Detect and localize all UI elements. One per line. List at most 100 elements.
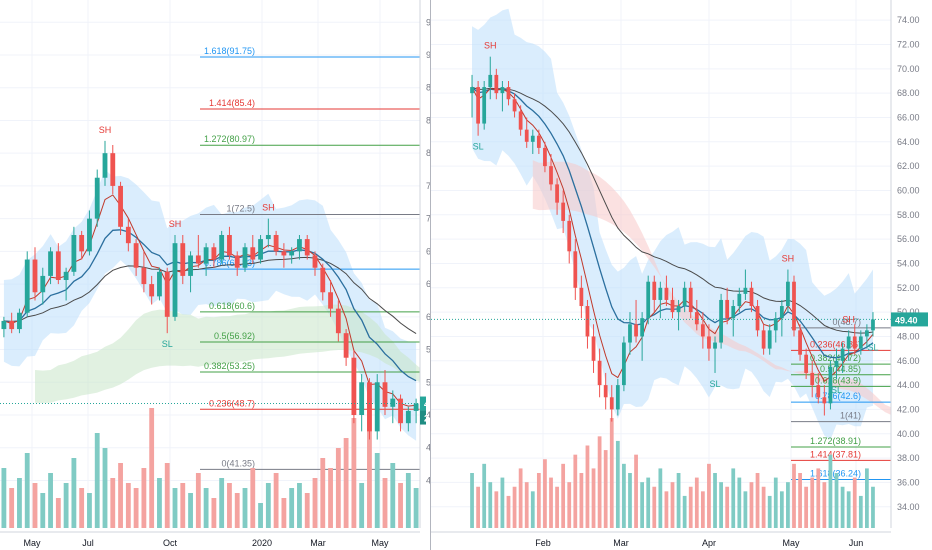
right-volume-bar <box>834 473 839 528</box>
right-candle <box>603 372 608 410</box>
right-volume-bar <box>646 477 651 528</box>
left-volume-bar <box>343 438 349 528</box>
left-candle-body <box>180 243 186 276</box>
left-candle-body <box>141 267 147 285</box>
right-volume-bar <box>494 491 499 528</box>
right-candle <box>561 190 566 234</box>
right-candle <box>779 299 784 337</box>
left-candle <box>351 349 357 424</box>
left-cloud-band <box>3 169 417 441</box>
left-candle <box>203 243 209 276</box>
right-volume-bar <box>731 468 736 528</box>
right-last-price-text: 49.40 <box>895 315 918 325</box>
right-candle-body <box>579 287 584 307</box>
pane-divider[interactable] <box>430 0 431 550</box>
right-swing-low-marker: SL <box>473 142 484 152</box>
right-candle <box>719 293 723 349</box>
right-volume-bar <box>597 436 602 528</box>
left-candle-body <box>133 243 139 268</box>
left-y-tick-label: 76.00 <box>426 181 430 191</box>
right-fib-label: 0.618(43.9) <box>815 375 861 385</box>
right-candle-body <box>676 306 681 313</box>
right-candle <box>773 312 778 343</box>
left-candles <box>1 140 419 440</box>
right-y-tick-label: 40.00 <box>897 429 920 439</box>
right-volume-bar <box>482 463 487 528</box>
left-volume-bar <box>17 478 22 528</box>
right-candle-body <box>828 366 833 404</box>
right-y-tick-label: 58.00 <box>897 210 920 220</box>
right-volume-bar <box>737 477 742 528</box>
right-volume-bar <box>664 491 669 528</box>
left-candle-body <box>413 403 419 411</box>
left-fib-label: 0.5(56.92) <box>214 331 255 341</box>
right-candle <box>804 348 809 380</box>
right-candle <box>500 80 505 112</box>
left-candle <box>195 235 201 268</box>
left-fib-levels: 1.618(91.75) 1.414(85.4) 1.272(80.97) 1(72.… <box>200 46 420 470</box>
left-volume-bar <box>24 453 30 528</box>
right-candle-body <box>549 166 553 185</box>
left-y-tick-label: 72.00 <box>426 214 430 224</box>
right-x-tick-label: Mar <box>613 538 629 548</box>
left-volume-bar <box>273 473 279 528</box>
right-volume-bar <box>561 463 566 528</box>
left-candle-body <box>125 226 131 244</box>
right-y-tick-label: 44.00 <box>897 380 920 390</box>
right-candle <box>816 372 821 404</box>
left-volume-bar <box>1 468 7 528</box>
right-swing-low-marker: SL <box>710 379 721 389</box>
right-candle-body <box>506 87 511 100</box>
right-volume-bar <box>700 491 705 528</box>
right-candle <box>615 379 620 416</box>
right-chart-svg[interactable]: 0(48.7)0.236(46.86)0.382(45.72)0.5(44.85… <box>431 0 932 550</box>
left-volume-bar <box>79 488 85 528</box>
right-candle-body <box>749 287 754 307</box>
left-ma-mid-line <box>3 229 417 382</box>
left-chart-pane[interactable]: 1.618(91.75) 1.414(85.4) 1.272(80.97) 1(72.… <box>0 0 430 550</box>
right-candle-body <box>822 397 827 404</box>
right-candle-body <box>597 360 602 386</box>
right-fib-label: 0(48.7) <box>832 317 861 327</box>
right-candle-body <box>512 99 517 112</box>
right-candle-body <box>591 336 596 361</box>
left-swing-low-marker: SL <box>162 339 173 349</box>
left-volume-bar <box>281 498 287 528</box>
right-candle-body <box>555 184 559 203</box>
left-volume-bar <box>180 483 186 528</box>
left-candle-body <box>328 292 333 309</box>
right-volume-bar <box>524 482 529 528</box>
right-chart-pane[interactable]: 0(48.7) 0.236(46.86) 0.382(45.72) 0.5(44.85… <box>431 0 932 550</box>
left-fib-label: 1.414(85.4) <box>209 98 255 108</box>
right-candle <box>567 214 572 264</box>
right-volume-bar <box>779 491 784 528</box>
left-volume-bar <box>304 493 310 528</box>
right-candle <box>840 342 845 373</box>
right-candle-body <box>615 385 620 410</box>
left-candle <box>242 243 248 272</box>
left-volume-bar <box>63 483 69 528</box>
left-ma-slow-line <box>3 256 417 335</box>
left-chart-svg[interactable]: 1.618(91.75) 1.414(85.4) 1.272(80.97) 1(72.… <box>0 0 430 550</box>
left-candle-body <box>219 235 225 260</box>
left-fib-label: 0.618(60.6) <box>209 301 255 311</box>
right-candle <box>591 324 596 373</box>
right-candle <box>834 348 839 380</box>
right-x-tick-label: Jun <box>849 538 864 548</box>
left-candle <box>188 251 193 293</box>
right-candle-body <box>792 281 796 331</box>
left-volume-bar <box>382 478 388 528</box>
right-candle-body <box>622 342 626 386</box>
left-volume-bar <box>9 488 15 528</box>
left-y-tick-label: 40.00 <box>426 475 430 485</box>
right-candles <box>470 56 875 422</box>
left-y-tick-label: 60.00 <box>426 312 430 322</box>
left-candle <box>17 308 22 334</box>
left-x-tick-label: Jul <box>82 538 94 548</box>
left-candle-body <box>320 267 326 293</box>
right-y-tick-label: 68.00 <box>897 88 920 98</box>
right-candle <box>822 385 827 416</box>
left-candle <box>157 267 162 301</box>
right-candle-body <box>840 348 845 361</box>
left-candle <box>367 378 372 440</box>
